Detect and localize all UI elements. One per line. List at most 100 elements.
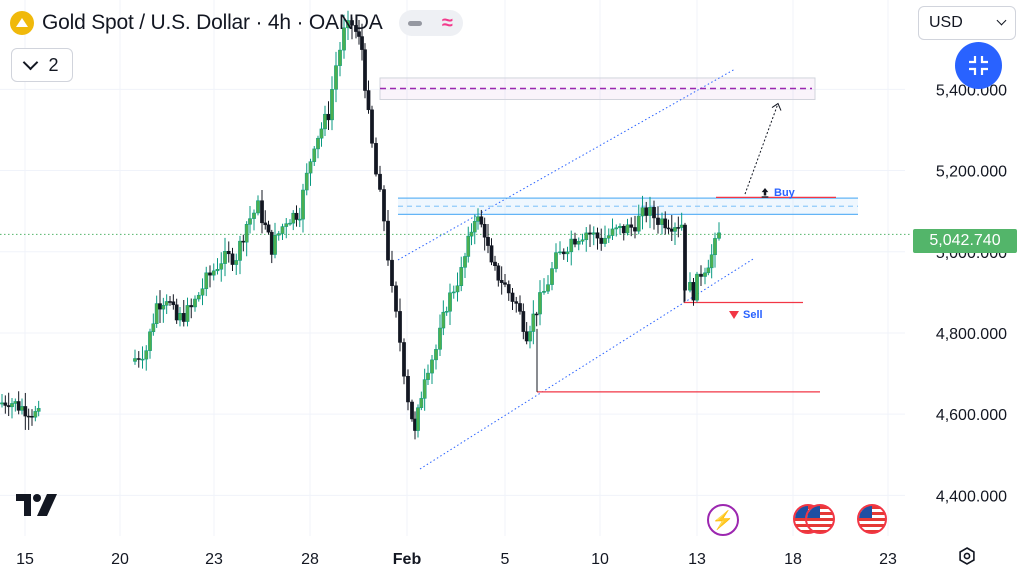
candle-body bbox=[644, 207, 649, 216]
candle-body bbox=[406, 376, 410, 403]
candle bbox=[215, 258, 220, 275]
candle bbox=[133, 349, 137, 365]
candle bbox=[208, 265, 212, 288]
candle-body bbox=[518, 303, 522, 312]
candle-body bbox=[312, 148, 317, 162]
candle bbox=[178, 306, 182, 327]
channel-upper-line bbox=[397, 68, 736, 261]
candle bbox=[706, 259, 711, 276]
candle bbox=[629, 217, 634, 237]
candle-body bbox=[625, 224, 630, 234]
candle bbox=[164, 294, 169, 315]
candle-body bbox=[168, 301, 172, 303]
candle-body bbox=[629, 224, 634, 228]
candle-body bbox=[703, 272, 707, 277]
us-flag-icon[interactable] bbox=[857, 504, 887, 534]
buy-label[interactable]: Buy bbox=[760, 187, 795, 199]
time-tick-label: 23 bbox=[205, 551, 223, 568]
candle-body bbox=[151, 323, 156, 333]
candle-body bbox=[717, 232, 721, 239]
candle bbox=[342, 14, 346, 59]
channel-lower-line bbox=[419, 257, 756, 470]
indicators-toggle-button[interactable]: 2 bbox=[11, 48, 73, 82]
us-flag-icon[interactable] bbox=[805, 504, 835, 534]
currency-select[interactable]: USD bbox=[918, 6, 1016, 40]
candle-body bbox=[489, 245, 494, 263]
candle bbox=[528, 325, 532, 349]
sell-arrow-icon bbox=[729, 311, 739, 319]
candle-body bbox=[181, 313, 186, 322]
candle bbox=[489, 238, 494, 266]
candle bbox=[398, 298, 402, 352]
collapse-button[interactable] bbox=[955, 42, 1002, 89]
candle bbox=[256, 195, 260, 216]
candle bbox=[660, 212, 664, 235]
candle bbox=[479, 209, 484, 228]
collapse-icon bbox=[969, 56, 988, 75]
candle-body bbox=[291, 212, 296, 224]
candle bbox=[499, 266, 504, 295]
candle bbox=[576, 237, 581, 251]
candle-body bbox=[326, 113, 331, 121]
settings-icon[interactable] bbox=[958, 547, 976, 565]
candle-body bbox=[430, 359, 434, 374]
chevron-down-icon bbox=[23, 54, 39, 71]
candle bbox=[595, 227, 600, 250]
candle bbox=[301, 183, 305, 233]
candle-body bbox=[706, 267, 711, 274]
candle-body bbox=[171, 301, 176, 306]
price-tick-label: 4,600.000 bbox=[936, 407, 1007, 424]
candle bbox=[20, 398, 24, 415]
price-axis[interactable]: 5,400.0005,200.0005,000.0004,800.0004,60… bbox=[906, 0, 1024, 576]
candle bbox=[580, 233, 585, 245]
sell-label[interactable]: Sell bbox=[729, 309, 763, 321]
candle-body bbox=[185, 305, 190, 322]
candle bbox=[30, 409, 34, 426]
candle bbox=[136, 351, 141, 368]
candle-body bbox=[695, 273, 699, 301]
candle-body bbox=[542, 290, 546, 293]
symbol-title[interactable]: Gold Spot / U.S. Dollar · 4h · OANDA bbox=[42, 11, 383, 34]
symbol-status-pill[interactable]: ≈ bbox=[398, 10, 463, 36]
candle-body bbox=[524, 331, 529, 342]
candle bbox=[406, 369, 410, 411]
candle bbox=[360, 23, 364, 61]
candle bbox=[36, 400, 41, 417]
candle bbox=[23, 392, 28, 430]
candle-body bbox=[30, 416, 34, 418]
candle bbox=[676, 216, 681, 238]
candle-body bbox=[426, 372, 430, 380]
candle bbox=[276, 230, 281, 241]
candle bbox=[463, 252, 467, 279]
candle bbox=[648, 196, 652, 229]
candle-body bbox=[595, 232, 600, 239]
candle-body bbox=[266, 224, 271, 233]
candle-body bbox=[234, 260, 239, 265]
candle bbox=[713, 232, 717, 268]
candle bbox=[614, 224, 619, 237]
candle bbox=[695, 271, 699, 303]
candle bbox=[158, 290, 162, 323]
candle-body bbox=[161, 305, 166, 310]
candle bbox=[506, 280, 511, 301]
symbol-header[interactable]: Gold Spot / U.S. Dollar · 4h · OANDA ≈ bbox=[10, 8, 463, 38]
candle-body bbox=[223, 251, 227, 264]
candle bbox=[703, 267, 707, 285]
candle bbox=[244, 221, 249, 257]
candle-body bbox=[148, 331, 152, 351]
candle-body bbox=[200, 288, 205, 296]
candle bbox=[599, 228, 604, 251]
candle bbox=[330, 76, 334, 131]
flash-icon[interactable]: ⚡ bbox=[707, 504, 739, 536]
candle-body bbox=[438, 327, 442, 350]
time-tick-label: 28 bbox=[301, 551, 319, 568]
candle bbox=[6, 392, 11, 417]
candle bbox=[518, 295, 522, 315]
time-axis[interactable]: 15 20 23 28 Feb 5 10 13 18 23 bbox=[16, 551, 897, 568]
candle bbox=[252, 209, 256, 231]
gold-symbol-icon bbox=[10, 11, 34, 35]
candle bbox=[565, 246, 570, 262]
candle-body bbox=[588, 232, 592, 235]
candle bbox=[294, 205, 299, 227]
